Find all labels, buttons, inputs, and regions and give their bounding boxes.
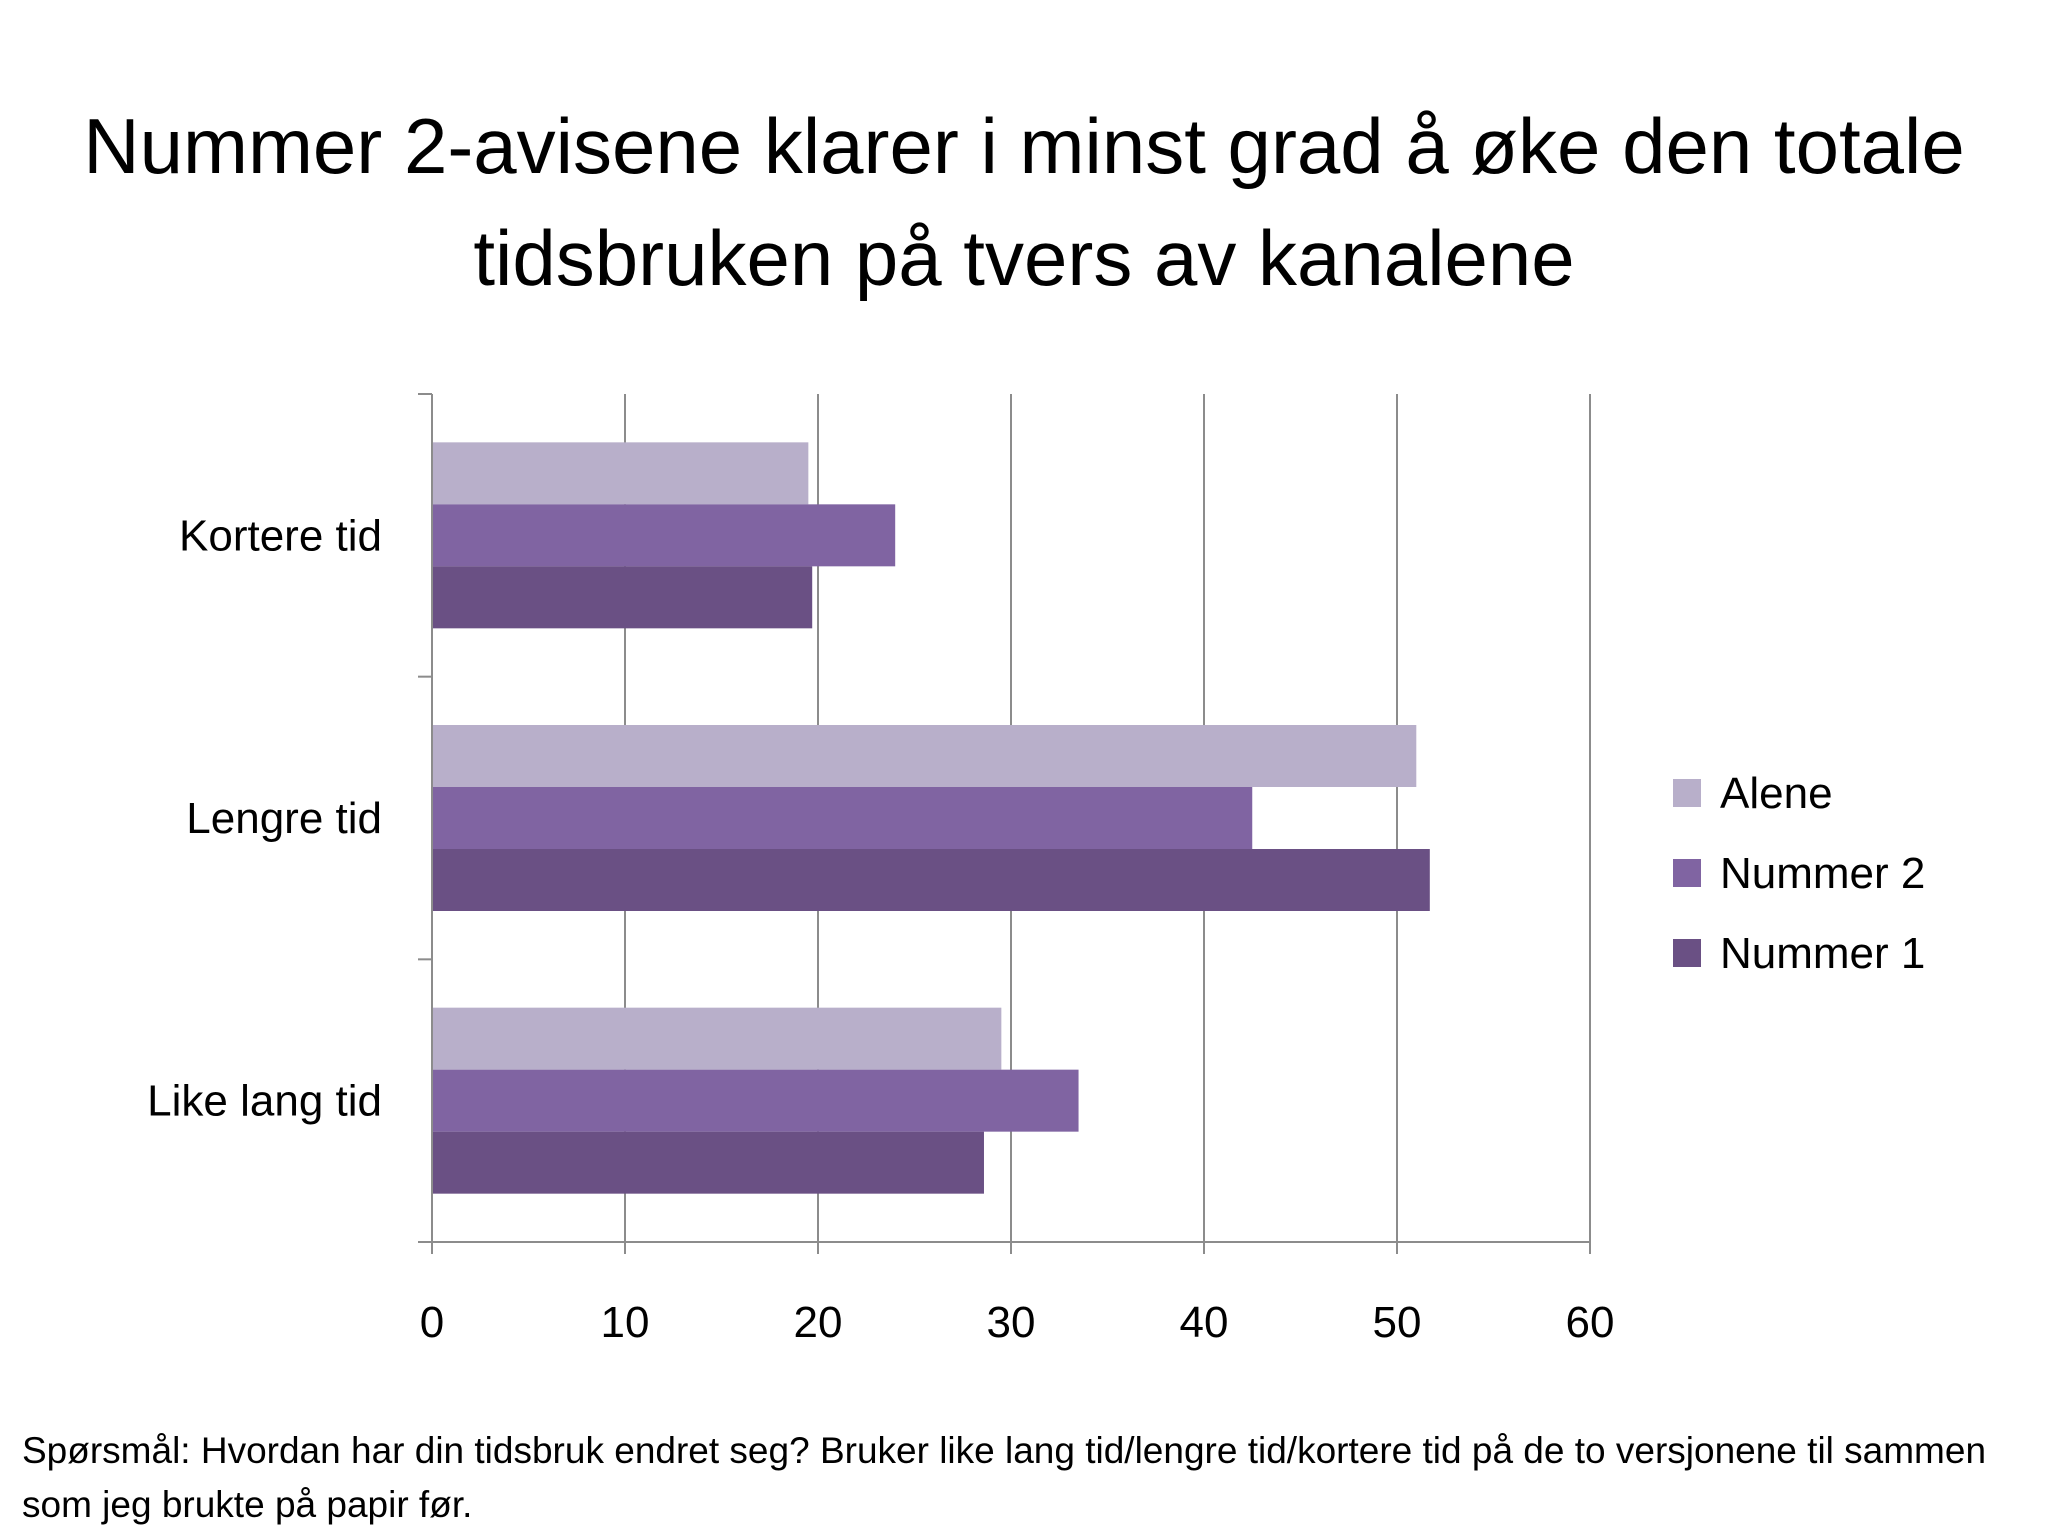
- footnote-question: Spørsmål: Hvordan har din tidsbruk endre…: [22, 1430, 1987, 1525]
- bar-nummer-2: [432, 787, 1253, 849]
- bar-nummer-2: [432, 504, 896, 567]
- x-tick-label: 60: [1566, 1298, 1615, 1347]
- legend-label: Nummer 1: [1720, 929, 1925, 978]
- bar-nummer-2: [432, 1069, 1079, 1132]
- bar-alene: [432, 442, 809, 505]
- category-label: Lengre tid: [186, 794, 382, 843]
- bar-nummer-1: [432, 566, 813, 629]
- bars: [432, 442, 1430, 1194]
- legend-label: Nummer 2: [1720, 849, 1925, 898]
- slide-title: Nummer 2-avisene klarer i minst grad å ø…: [83, 102, 1965, 302]
- x-tick-label: 20: [794, 1298, 843, 1347]
- legend-label: Alene: [1720, 769, 1833, 818]
- x-tick-label: 30: [987, 1298, 1036, 1347]
- x-tick-label: 40: [1180, 1298, 1229, 1347]
- bar-nummer-1: [432, 849, 1430, 911]
- axis-labels: 0 10 20 30 40 50 60 Kortere tid Lengre tid Like l…: [147, 511, 1614, 1347]
- bar-alene: [432, 725, 1417, 787]
- x-tick-label: 50: [1373, 1298, 1422, 1347]
- legend-swatch: [1673, 939, 1701, 967]
- axes: [418, 393, 1591, 1254]
- x-tick-label: 10: [601, 1298, 650, 1347]
- category-label: Kortere tid: [179, 511, 382, 560]
- x-tick-label: 0: [420, 1298, 444, 1347]
- bar-nummer-1: [432, 1131, 984, 1194]
- legend-swatch: [1673, 779, 1701, 807]
- legend: Alene Nummer 2 Nummer 1: [1673, 769, 1925, 978]
- bar-alene: [432, 1007, 1002, 1070]
- category-label: Like lang tid: [147, 1077, 382, 1126]
- legend-swatch: [1673, 859, 1701, 887]
